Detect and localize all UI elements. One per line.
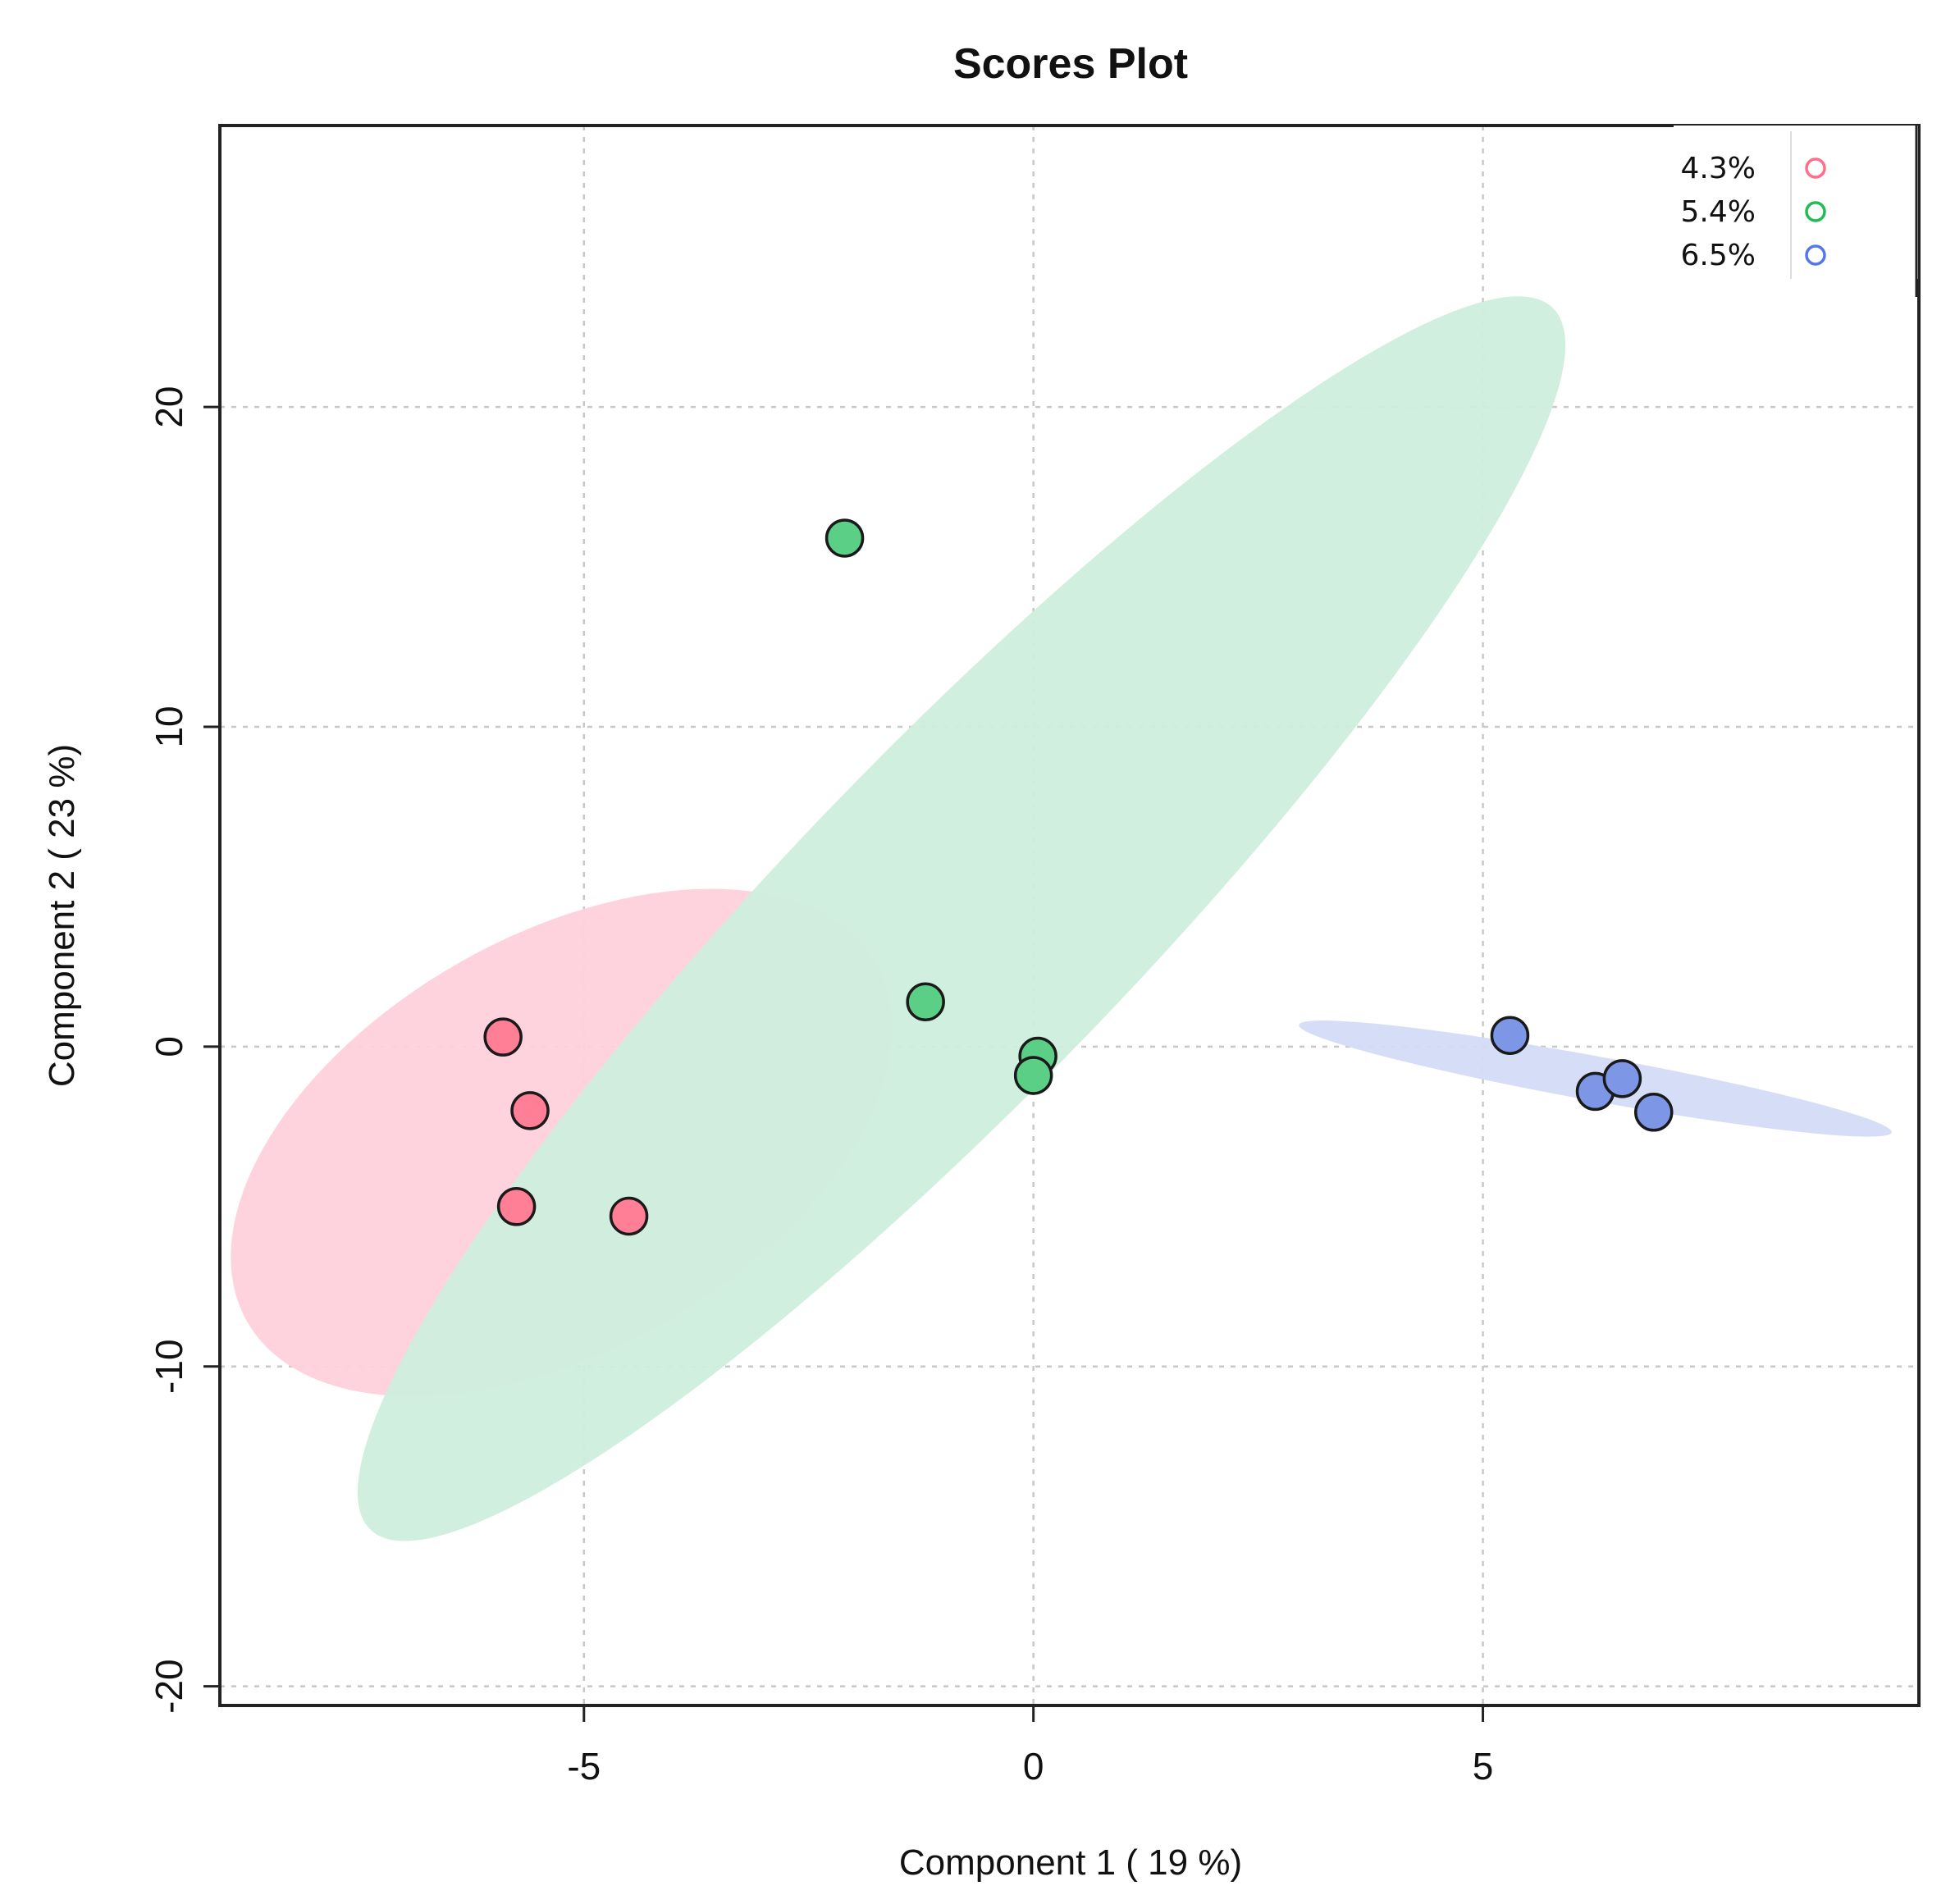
data-point [1633, 1093, 1674, 1132]
x-tick-label: -5 [567, 1745, 601, 1788]
ellipse-2 [357, 296, 1566, 1541]
data-point [1490, 1016, 1530, 1055]
legend-marker [1805, 201, 1826, 222]
legend-label: 6.5% [1681, 239, 1756, 272]
y-axis-ticks: -20 -10 0 10 20 [148, 386, 220, 1714]
y-axis-label: Component 2 ( 23 %) [42, 744, 82, 1087]
legend-label: 4.3% [1681, 152, 1756, 185]
data-point [496, 1187, 537, 1226]
x-axis-label: Component 1 ( 19 %) [899, 1842, 1242, 1883]
y-tick-label: 0 [148, 1036, 190, 1057]
x-axis-ticks: -5 0 5 [567, 1705, 1493, 1788]
chart-title: Scores Plot [953, 40, 1188, 88]
y-tick-label: 20 [148, 386, 190, 428]
legend-items: 4.3% 5.4% 6.5% [1681, 152, 1826, 272]
y-tick-label: -10 [148, 1339, 190, 1393]
x-tick-label: 5 [1473, 1745, 1494, 1788]
legend-box [1674, 126, 1918, 279]
data-points [483, 518, 1674, 1236]
plot-frame [218, 124, 1921, 1707]
x-tick-label: 0 [1023, 1745, 1044, 1788]
data-point [1013, 1056, 1053, 1095]
y-tick-label: -20 [148, 1659, 190, 1713]
data-point [609, 1196, 649, 1236]
legend-marker [1805, 158, 1826, 179]
data-point [510, 1091, 550, 1130]
legend-label: 5.4% [1681, 195, 1756, 229]
grid-layer [220, 126, 1919, 1705]
legend: 4.3% 5.4% 6.5% [1674, 126, 1918, 297]
data-point [824, 518, 865, 558]
data-point [483, 1017, 523, 1057]
legend-marker [1805, 244, 1826, 266]
data-point [1602, 1059, 1642, 1098]
data-point [906, 982, 945, 1022]
y-tick-label: 10 [148, 705, 190, 747]
